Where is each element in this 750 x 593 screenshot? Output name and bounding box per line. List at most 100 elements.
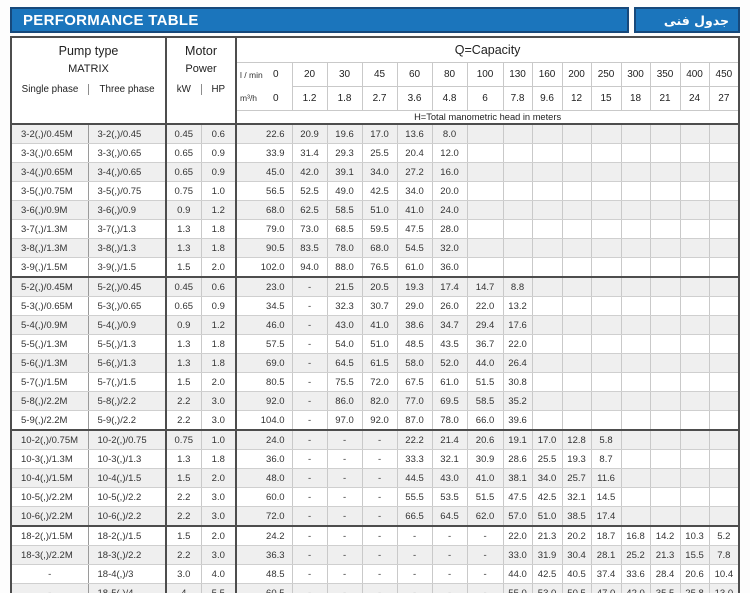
hp-cell: 1.8 (201, 353, 238, 373)
head-value-cell: 54.0 (327, 334, 363, 354)
lmin-value: 60 (397, 62, 433, 87)
m3h-first-cell: m³/h 0 (236, 86, 293, 111)
head-value-cell: 16.0 (432, 162, 468, 182)
lmin-value: 80 (432, 62, 468, 87)
series-label: MATRIX (68, 63, 109, 75)
head-value-cell (503, 257, 533, 278)
hp-cell: 2.0 (201, 257, 238, 278)
kw-cell: 1.5 (166, 468, 202, 488)
head-value-cell: - (327, 468, 363, 488)
head-value-cell (709, 296, 740, 316)
head-value-cell: 97.0 (327, 410, 363, 431)
head-value-cell: - (327, 430, 363, 450)
single-phase-cell: 3-4(,)/0.65M (11, 162, 89, 182)
head-value-cell (680, 334, 710, 354)
head-value-cell (680, 430, 710, 450)
head-value-cell (650, 124, 681, 144)
head-value-cell: 55.5 (397, 487, 433, 507)
kw-cell: 1.3 (166, 219, 202, 239)
motor-label: Motor (185, 43, 217, 58)
head-value-cell: - (292, 391, 328, 411)
head-value-cell: 28.1 (591, 545, 622, 565)
head-value-cell: 8.7 (591, 449, 622, 469)
head-value-cell: - (432, 583, 468, 593)
head-value-cell: 76.5 (362, 257, 398, 278)
head-value-cell: 26.0 (432, 296, 468, 316)
head-value-cell: - (397, 564, 433, 584)
head-value-cell (709, 391, 740, 411)
head-value-cell (650, 410, 681, 431)
head-value-cell: 72.0 (236, 506, 293, 527)
hp-cell: 0.6 (201, 124, 238, 144)
head-value-cell: - (467, 583, 504, 593)
head-value-cell: 31.9 (532, 545, 563, 565)
kw-cell: 1.3 (166, 353, 202, 373)
lmin-zero: 0 (272, 69, 279, 81)
head-value-cell: - (467, 545, 504, 565)
head-value-cell: 11.6 (591, 468, 622, 488)
head-value-cell (621, 372, 651, 392)
head-value-cell (467, 143, 504, 163)
head-value-cell: 5.2 (709, 526, 740, 546)
head-value-cell: - (397, 526, 433, 546)
head-value-cell: 20.9 (292, 124, 328, 144)
head-value-cell: 88.0 (327, 257, 363, 278)
head-value-cell: 64.5 (327, 353, 363, 373)
hp-cell: 2.0 (201, 372, 238, 392)
head-value-cell (680, 238, 710, 258)
table-row: 10-2(,)/0.75M 10-2(,)/0.75 0.75 1.0 24.0- - -2… (11, 430, 740, 450)
table-row: -18-4(,)/3 3.0 4.0 48.5- - - - - -44.0 42.5 40.5 37… (11, 564, 740, 584)
table-row: 10-4(,)/1.5M 10-4(,)/1.5 1.5 2.0 48.0- - -44.5… (11, 468, 740, 488)
three-phase-cell: 10-4(,)/1.5 (88, 468, 168, 488)
m3h-value: 27 (709, 86, 740, 111)
single-phase-cell: 5-2(,)/0.45M (11, 277, 89, 297)
head-value-cell: 50.5 (562, 583, 592, 593)
head-value-cell: 17.4 (591, 506, 622, 527)
head-value-cell: 52.5 (292, 181, 328, 201)
head-value-cell: 90.5 (236, 238, 293, 258)
head-value-cell: 34.0 (397, 181, 433, 201)
head-value-cell (709, 200, 740, 220)
kw-cell: 1.5 (166, 257, 202, 278)
m3h-value: 21 (650, 86, 681, 111)
head-value-cell (650, 257, 681, 278)
head-value-cell (621, 296, 651, 316)
head-value-cell: - (362, 468, 398, 488)
three-phase-cell: 3-4(,)/0.65 (88, 162, 168, 182)
head-value-cell: 22.0 (467, 296, 504, 316)
head-value-cell: 20.4 (397, 143, 433, 163)
head-value-cell (591, 391, 622, 411)
head-value-cell (562, 200, 592, 220)
head-value-cell: 33.3 (397, 449, 433, 469)
single-phase-cell: 10-6(,)/2.2M (11, 506, 89, 527)
head-value-cell (650, 277, 681, 297)
hp-cell: 3.0 (201, 506, 238, 527)
single-phase-cell: 5-9(,)/2.2M (11, 410, 89, 431)
hp-cell: 0.9 (201, 143, 238, 163)
head-value-cell: 25.8 (680, 583, 710, 593)
kw-cell: 1.3 (166, 449, 202, 469)
head-value-cell: 60.0 (236, 487, 293, 507)
head-value-cell (503, 181, 533, 201)
head-value-cell (621, 124, 651, 144)
kw-cell: 1.3 (166, 238, 202, 258)
head-value-cell: 31.4 (292, 143, 328, 163)
head-value-cell (532, 143, 563, 163)
hp-cell: 1.2 (201, 315, 238, 335)
head-value-cell (467, 200, 504, 220)
m3h-value: 9.6 (532, 86, 563, 111)
head-value-cell (532, 219, 563, 239)
head-value-cell (621, 257, 651, 278)
three-phase-cell: 10-2(,)/0.75 (88, 430, 168, 450)
head-value-cell (621, 506, 651, 527)
head-value-cell (503, 124, 533, 144)
head-value-cell (467, 162, 504, 182)
table-row: 3-9(,)/1.5M 3-9(,)/1.5 1.5 2.0 102.0 94.0 88.0… (11, 257, 740, 278)
hp-cell: 1.2 (201, 200, 238, 220)
table-row: 3-4(,)/0.65M 3-4(,)/0.65 0.65 0.9 45.0 42.0 39… (11, 162, 740, 182)
hp-cell: 1.8 (201, 334, 238, 354)
head-value-cell (562, 315, 592, 335)
head-value-cell (709, 162, 740, 182)
hp-cell: 1.8 (201, 449, 238, 469)
head-value-cell: 55.0 (503, 583, 533, 593)
